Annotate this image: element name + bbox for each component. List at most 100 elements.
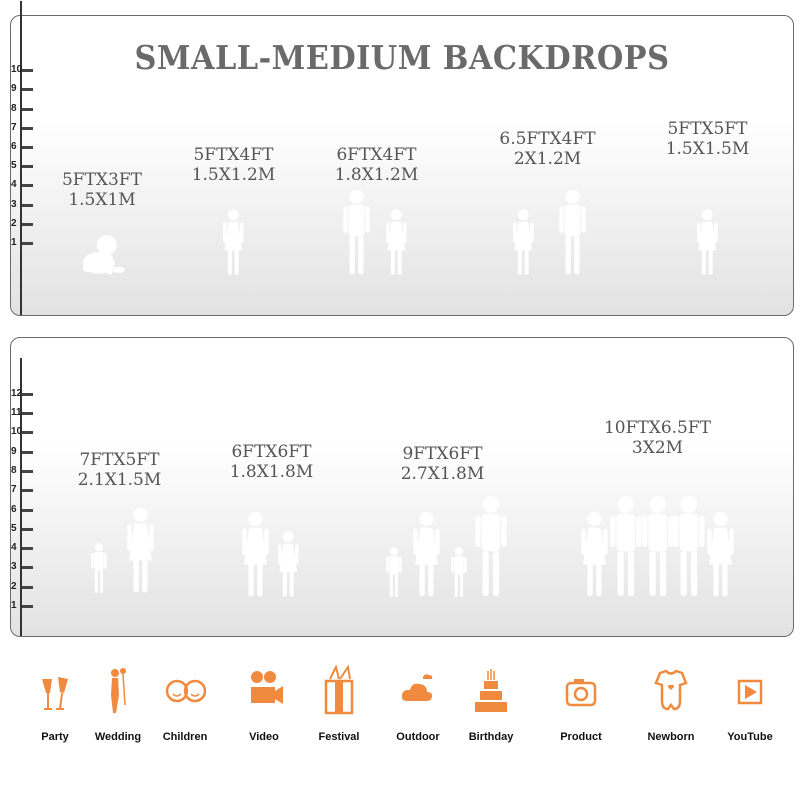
use-case-label: Party [41, 731, 69, 743]
use-case-party: Party [20, 665, 90, 743]
use-case-festival: Festival [304, 665, 374, 743]
girl-silhouette-icon [693, 208, 722, 280]
height-ruler: 1 2 3 4 5 6 7 8 9 10 [11, 1, 41, 315]
size-ft: 10FTX6.5FT [603, 418, 712, 438]
boy-silhouette-icon [338, 188, 375, 280]
size-m: 1.8X1.2M [334, 165, 419, 185]
use-case-label: Newborn [647, 731, 695, 743]
ruler-tick: 3 [11, 199, 41, 215]
backdrop-size: 6FTX4FT 1.8X1.2M [316, 145, 437, 275]
man-silhouette-icon [636, 494, 680, 602]
ruler-tick: 6 [11, 504, 41, 520]
use-case-children: Children [150, 665, 220, 743]
use-case-label: Product [560, 731, 602, 743]
ruler-tick: 8 [11, 465, 41, 481]
size-m: 2.1X1.5M [77, 470, 162, 490]
wedding-couple-icon [111, 668, 126, 713]
backdrop-size: 6.5FTX4FT 2X1.2M [474, 129, 621, 275]
size-ft: 6.5FTX4FT [499, 129, 596, 149]
size-ft: 6FTX4FT [336, 145, 417, 165]
backdrop-size: 5FTX5FT 1.5X1.5M [658, 119, 757, 275]
ruler-tick: 12 [11, 388, 41, 404]
use-case-label: Outdoor [396, 731, 440, 743]
size-m: 1.8X1.8M [229, 462, 314, 482]
use-case-outdoor: Outdoor [383, 665, 453, 743]
woman-silhouette-icon [122, 506, 159, 598]
ruler-tick: 7 [11, 484, 41, 500]
woman-silhouette-icon [702, 510, 739, 602]
use-case-label: Children [162, 731, 208, 743]
backdrops-panel-1: SMALL-MEDIUM BACKDROPS 1 2 3 4 5 6 7 8 9 10 5FTX3… [10, 1, 794, 316]
man-silhouette-icon [667, 494, 711, 602]
ruler-tick: 5 [11, 523, 41, 539]
girl-silhouette-icon [509, 208, 538, 280]
backdrop-size: 6FTX6FT 1.8X1.8M [222, 442, 321, 597]
cloud-icon [401, 674, 433, 701]
size-ft: 7FTX5FT [79, 450, 160, 470]
ruler-tick: 2 [11, 218, 41, 234]
ruler-tick: 8 [11, 103, 41, 119]
man-silhouette-icon [469, 494, 513, 602]
man-silhouette-icon [604, 494, 648, 602]
woman-silhouette-icon [237, 510, 274, 602]
backdrop-size: 9FTX6FT 2.7X1.8M [362, 444, 523, 597]
ruler-tick: 9 [11, 446, 41, 462]
ruler-tick: 4 [11, 179, 41, 195]
backdrop-size: 5FTX4FT 1.5X1.2M [188, 145, 279, 275]
size-ft: 5FTX3FT [61, 170, 142, 190]
movie-camera-icon [251, 671, 283, 704]
size-m: 1.5X1.5M [665, 139, 750, 159]
use-case-label: Birthday [468, 731, 514, 743]
child-silhouette-icon [88, 542, 110, 598]
page-title: SMALL-MEDIUM BACKDROPS [134, 38, 670, 77]
birthday-cake-icon [475, 669, 507, 712]
ruler-tick: 7 [11, 122, 41, 138]
ruler-tick: 2 [11, 581, 41, 597]
use-case-label: Wedding [94, 731, 142, 743]
ruler-tick: 6 [11, 141, 41, 157]
child-silhouette-icon [383, 546, 405, 602]
use-case-birthday: Birthday [456, 665, 526, 743]
size-m: 1.5X1.2M [191, 165, 276, 185]
size-ft: 5FTX5FT [667, 119, 748, 139]
woman-silhouette-icon [576, 510, 613, 602]
backdrop-size: 7FTX5FT 2.1X1.5M [58, 450, 181, 593]
children-faces-icon [165, 679, 206, 703]
use-case-label: Video [249, 731, 279, 743]
girl-silhouette-icon [382, 208, 411, 280]
use-case-newborn: Newborn [636, 665, 706, 743]
champagne-glasses-icon [42, 677, 68, 710]
backdrops-panel-2: 1 2 3 4 5 6 7 8 9 10 11 12 7FTX5FT 2.1X1.5M 6FTX6FT 1… [10, 337, 794, 637]
size-ft: 6FTX6FT [231, 442, 312, 462]
ruler-tick: 10 [11, 426, 41, 442]
girl-silhouette-icon [219, 208, 248, 280]
use-case-product: Product [546, 665, 616, 743]
ruler-tick: 5 [11, 160, 41, 176]
child-silhouette-icon [448, 546, 470, 602]
ruler-tick: 10 [11, 64, 41, 80]
baby-onesie-icon [654, 669, 688, 711]
size-ft: 5FTX4FT [193, 145, 274, 165]
ruler-tick: 3 [11, 561, 41, 577]
use-case-label: Festival [318, 731, 360, 743]
ruler-tick: 11 [11, 407, 41, 423]
backdrop-size: 5FTX3FT 1.5X1M [53, 170, 151, 275]
use-case-label: YouTube [727, 731, 773, 743]
woman-silhouette-icon [408, 510, 445, 602]
use-case-icons: Party Wedding Children Video Festival Outdoor… [0, 665, 800, 755]
ruler-tick: 4 [11, 542, 41, 558]
use-case-youtube: YouTube [715, 665, 785, 743]
size-m: 3X2M [631, 438, 684, 458]
ruler-tick: 1 [11, 237, 41, 253]
backdrop-size: 10FTX6.5FT 3X2M [563, 418, 752, 597]
ruler-tick: 9 [11, 83, 41, 99]
ruler-tick: 1 [11, 600, 41, 616]
size-m: 1.5X1M [68, 190, 136, 210]
baby-silhouette-icon [77, 231, 127, 280]
use-case-video: Video [229, 665, 299, 743]
size-m: 2.7X1.8M [400, 464, 485, 484]
camera-icon [565, 679, 597, 707]
size-m: 2X1.2M [513, 149, 582, 169]
size-ft: 9FTX6FT [402, 444, 483, 464]
play-button-icon [737, 679, 763, 705]
